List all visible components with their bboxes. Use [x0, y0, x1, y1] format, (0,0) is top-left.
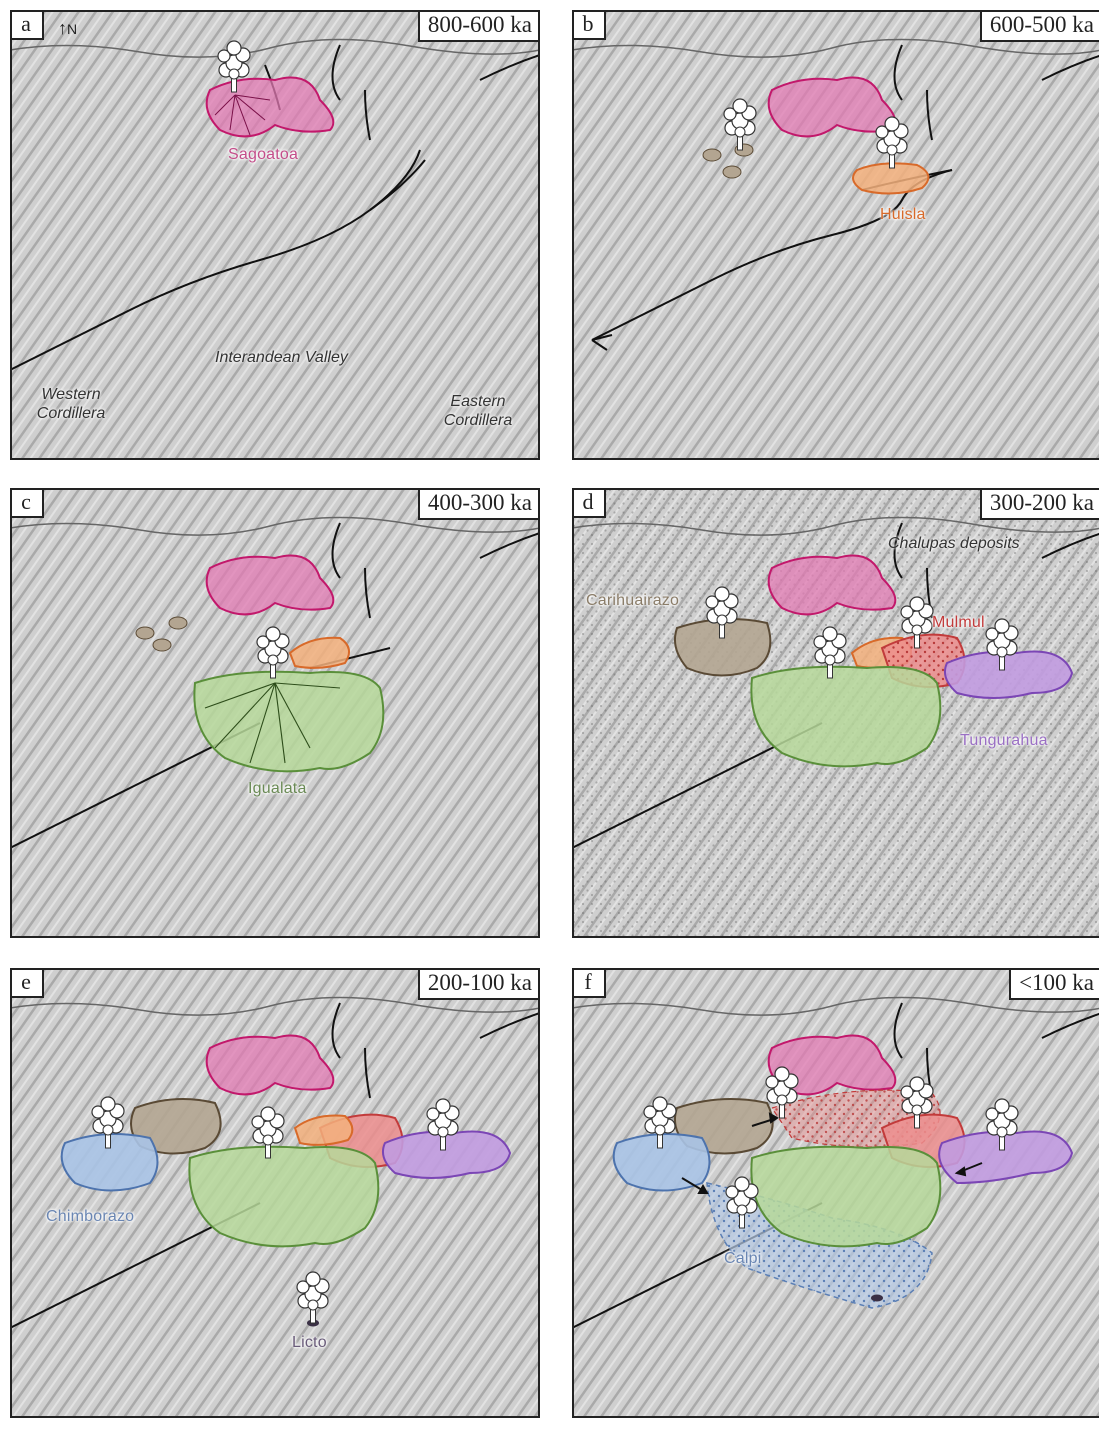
age-range: <100 ka: [1009, 968, 1099, 1000]
licto-vent: [871, 1294, 883, 1302]
chimborazo-edifice: [612, 1133, 711, 1192]
panel-a: a ↑N 800-600 ka Sagoatoa Interandean Val…: [10, 10, 540, 460]
horizon-line: [10, 38, 540, 58]
label-huisla: Huisla: [880, 206, 926, 223]
igualata-edifice: [750, 1145, 942, 1248]
horizon-line: [572, 516, 1099, 536]
age-range: 400-300 ka: [417, 488, 540, 520]
panel-d: d 300-200 ka Chalupas deposits Carihuair…: [572, 488, 1099, 938]
horizon-line: [10, 516, 540, 536]
label-mulmul: Mulmul: [932, 614, 985, 631]
label-chimborazo: Chimborazo: [46, 1208, 135, 1225]
label-sagoatoa: Sagoatoa: [228, 146, 299, 163]
label-calpi: Calpi: [724, 1250, 762, 1267]
terrain-map: [10, 10, 540, 460]
panel-letter: e: [10, 968, 44, 998]
panel-e: e 200-100 ka Chimborazo Licto: [10, 968, 540, 1418]
fault-lines: [10, 44, 540, 371]
label-igualata: Igualata: [248, 780, 307, 797]
igualata-edifice: [193, 670, 385, 773]
igualata-edifice: [188, 1145, 380, 1248]
panel-letter: b: [572, 10, 606, 40]
north-label: N: [67, 21, 78, 37]
horizon-line: [572, 38, 1099, 58]
panel-c: c 400-300 ka Igualata: [10, 488, 540, 938]
terrain-map: [10, 968, 540, 1418]
label-licto: Licto: [292, 1334, 327, 1351]
age-range: 800-600 ka: [417, 10, 540, 42]
panel-b: b 600-500 ka Huisla: [572, 10, 1099, 460]
huisla-edifice: [288, 636, 350, 669]
label-western-cordillera: Western Cordillera: [36, 386, 106, 422]
huisla-edifice: [852, 162, 930, 195]
small-vents: [702, 143, 754, 179]
terrain-map: [572, 488, 1099, 938]
terrain-map: [572, 10, 1099, 460]
age-range: 600-500 ka: [979, 10, 1099, 42]
horizon-line: [10, 996, 540, 1016]
panel-letter: f: [572, 968, 606, 998]
panel-letter: c: [10, 488, 44, 518]
sagoatoa-edifice: [205, 1034, 335, 1096]
north-arrow-icon: ↑N: [58, 18, 78, 38]
horizon-line: [572, 996, 1099, 1016]
age-range: 300-200 ka: [979, 488, 1099, 520]
panel-letter: a: [10, 10, 44, 40]
label-interandean-valley: Interandean Valley: [215, 349, 348, 366]
panel-letter: d: [572, 488, 606, 518]
tungurahua-edifice: [944, 650, 1074, 699]
small-vents: [135, 616, 188, 652]
flow-arrows: [681, 1112, 983, 1194]
terrain-map: [572, 968, 1099, 1418]
sagoatoa-edifice: [205, 554, 335, 616]
igualata-radial-lines: [204, 682, 341, 764]
label-eastern-cordillera: Eastern Cordillera: [443, 393, 513, 429]
sagoatoa-edifice: [205, 76, 335, 138]
huisla-edifice: [293, 1114, 354, 1146]
label-tungurahua: Tungurahua: [960, 732, 1048, 749]
sagoatoa-radial-lines: [214, 94, 271, 136]
label-carihuairazo: Carihuairazo: [586, 592, 680, 609]
label-chalupas-deposits: Chalupas deposits: [888, 535, 1020, 552]
tungurahua-edifice: [382, 1130, 512, 1179]
chimborazo-edifice: [60, 1133, 159, 1192]
sagoatoa-edifice: [767, 554, 897, 616]
age-range: 200-100 ka: [417, 968, 540, 1000]
panel-f: f <100 ka Calpi: [572, 968, 1099, 1418]
terrain-map: [10, 488, 540, 938]
igualata-edifice: [750, 665, 942, 768]
